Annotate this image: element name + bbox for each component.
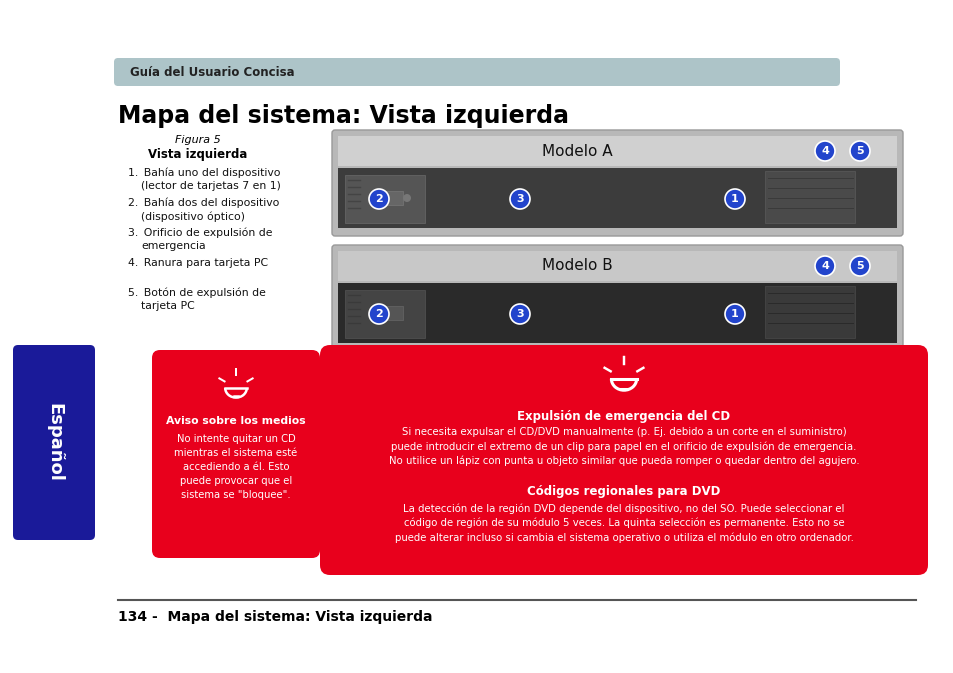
Text: 1: 1 — [730, 309, 739, 319]
Text: 5: 5 — [855, 146, 862, 156]
Text: 5: 5 — [855, 261, 862, 271]
Circle shape — [369, 189, 389, 209]
Circle shape — [814, 141, 834, 161]
Text: Español: Español — [45, 403, 63, 482]
Text: 1: 1 — [730, 194, 739, 204]
Text: 3: 3 — [516, 309, 523, 319]
Bar — [337, 136, 896, 166]
Text: Expulsión de emergencia del CD: Expulsión de emergencia del CD — [517, 410, 730, 423]
Text: (lector de tarjetas 7 en 1): (lector de tarjetas 7 en 1) — [141, 181, 280, 191]
Text: 4: 4 — [821, 146, 828, 156]
Bar — [764, 286, 854, 338]
Circle shape — [402, 194, 411, 202]
Text: 2: 2 — [375, 194, 382, 204]
Text: 134 -  Mapa del sistema: Vista izquierda: 134 - Mapa del sistema: Vista izquierda — [118, 610, 432, 624]
Text: No intente quitar un CD
mientras el sistema esté
accediendo a él. Esto
puede pro: No intente quitar un CD mientras el sist… — [174, 434, 297, 500]
Text: Si necesita expulsar el CD/DVD manualmente (p. Ej. debido a un corte en el sumin: Si necesita expulsar el CD/DVD manualmen… — [388, 427, 859, 466]
Bar — [345, 175, 424, 223]
Text: 3: 3 — [516, 194, 523, 204]
Circle shape — [510, 304, 530, 324]
FancyBboxPatch shape — [13, 345, 95, 540]
Circle shape — [849, 141, 869, 161]
Text: 4: 4 — [821, 261, 828, 271]
FancyBboxPatch shape — [113, 58, 840, 86]
Bar — [337, 168, 896, 228]
FancyBboxPatch shape — [319, 345, 927, 575]
Text: 2. Bahía dos del dispositivo: 2. Bahía dos del dispositivo — [128, 198, 279, 209]
Text: Aviso sobre los medios: Aviso sobre los medios — [166, 416, 306, 426]
Text: La detección de la región DVD depende del dispositivo, no del SO. Puede seleccio: La detección de la región DVD depende de… — [395, 503, 853, 543]
Bar — [337, 251, 896, 281]
FancyBboxPatch shape — [152, 350, 319, 558]
FancyBboxPatch shape — [332, 130, 902, 236]
Text: 4. Ranura para tarjeta PC: 4. Ranura para tarjeta PC — [128, 258, 268, 268]
Circle shape — [814, 256, 834, 276]
Text: tarjeta PC: tarjeta PC — [141, 301, 194, 311]
Text: Vista izquierda: Vista izquierda — [148, 148, 248, 161]
Circle shape — [724, 189, 744, 209]
Text: 3. Orificio de expulsión de: 3. Orificio de expulsión de — [128, 228, 273, 238]
Text: Modelo B: Modelo B — [541, 258, 612, 273]
Circle shape — [510, 189, 530, 209]
Text: Códigos regionales para DVD: Códigos regionales para DVD — [527, 485, 720, 498]
Circle shape — [369, 304, 389, 324]
Text: 5. Botón de expulsión de: 5. Botón de expulsión de — [128, 288, 266, 299]
Text: (dispositivo óptico): (dispositivo óptico) — [141, 211, 245, 221]
Bar — [345, 290, 424, 338]
Bar — [337, 283, 896, 343]
Text: 1. Bahía uno del dispositivo: 1. Bahía uno del dispositivo — [128, 168, 280, 178]
FancyBboxPatch shape — [332, 245, 902, 351]
Text: 2: 2 — [375, 309, 382, 319]
Text: Guía del Usuario Concisa: Guía del Usuario Concisa — [130, 65, 294, 79]
Bar — [375, 191, 402, 205]
Circle shape — [724, 304, 744, 324]
Text: Modelo A: Modelo A — [541, 143, 612, 159]
Bar — [764, 171, 854, 223]
Circle shape — [849, 256, 869, 276]
Bar — [375, 306, 402, 320]
Text: Figura 5: Figura 5 — [175, 135, 221, 145]
Text: emergencia: emergencia — [141, 241, 206, 251]
Text: Mapa del sistema: Vista izquierda: Mapa del sistema: Vista izquierda — [118, 104, 568, 128]
